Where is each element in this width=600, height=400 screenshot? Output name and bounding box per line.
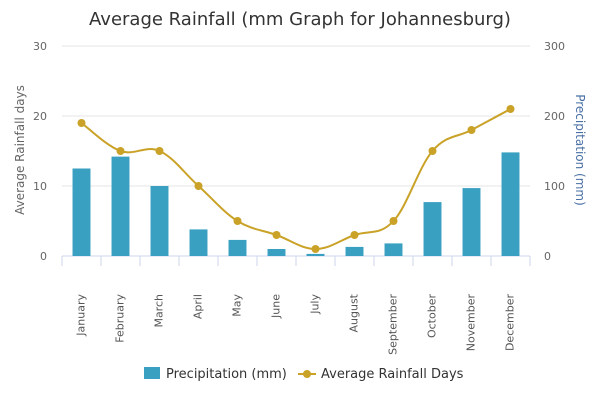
legend-rainfall-days-label[interactable]: Average Rainfall Days <box>321 367 464 382</box>
line-points <box>77 105 515 253</box>
rainfall-days-point[interactable] <box>116 147 125 155</box>
right-tick-label: 200 <box>544 110 565 123</box>
precipitation-bar[interactable] <box>267 249 286 256</box>
precipitation-bar[interactable] <box>345 246 364 256</box>
right-axis-title: Precipitation (mm) <box>573 94 587 206</box>
right-tick-label: 300 <box>544 40 565 53</box>
rainfall-days-point[interactable] <box>194 182 203 190</box>
precipitation-bar[interactable] <box>228 239 247 256</box>
precipitation-bar[interactable] <box>462 188 481 256</box>
x-tick-label: July <box>309 294 322 315</box>
legend-precipitation-label[interactable]: Precipitation (mm) <box>166 367 287 382</box>
right-tick-label: 100 <box>544 180 565 193</box>
left-tick-label: 20 <box>33 110 47 123</box>
x-tick-label: December <box>504 294 517 352</box>
rainfall-days-point[interactable] <box>428 147 437 155</box>
x-tick-label: January <box>75 294 88 337</box>
precipitation-bar[interactable] <box>423 202 442 256</box>
bars <box>72 152 520 257</box>
right-tick-label: 0 <box>544 250 551 263</box>
x-tick-label: August <box>348 293 361 332</box>
precipitation-bar[interactable] <box>150 186 169 256</box>
rainfall-days-point[interactable] <box>272 231 281 239</box>
precipitation-bar[interactable] <box>501 152 520 256</box>
x-axis: January February March April May June July Augu… <box>61 256 531 355</box>
x-tick-label: November <box>465 294 478 352</box>
left-axis-title: Average Rainfall days <box>13 85 27 215</box>
rainfall-days-point[interactable] <box>389 217 398 225</box>
left-tick-label: 0 <box>40 250 47 263</box>
rainfall-days-point[interactable] <box>467 126 476 134</box>
rainfall-days-point[interactable] <box>233 217 242 225</box>
legend[interactable]: Precipitation (mm) Average Rainfall Days <box>144 367 464 382</box>
precipitation-bar[interactable] <box>306 253 325 256</box>
rainfall-days-line <box>80 108 511 251</box>
legend-line-marker <box>303 370 311 378</box>
x-tick-label: September <box>387 294 400 355</box>
right-axis-ticks: 0 100 200 300 <box>544 40 565 263</box>
left-tick-label: 10 <box>33 180 47 193</box>
rainfall-days-point[interactable] <box>350 231 359 239</box>
chart-title: Average Rainfall (mm Graph for Johannesb… <box>89 9 511 30</box>
x-tick-label: March <box>153 294 166 328</box>
x-tick-label: February <box>114 294 127 343</box>
left-tick-label: 30 <box>33 40 47 53</box>
precipitation-bar[interactable] <box>72 168 91 257</box>
x-tick-label: June <box>270 294 283 319</box>
precipitation-bar[interactable] <box>111 156 130 256</box>
rainfall-days-point[interactable] <box>311 245 320 253</box>
x-tick-label: October <box>426 294 439 338</box>
x-tick-label: May <box>231 294 244 317</box>
precipitation-bar[interactable] <box>384 243 403 256</box>
precipitation-bar[interactable] <box>189 229 208 256</box>
rainfall-days-point[interactable] <box>77 119 86 127</box>
rainfall-days-point[interactable] <box>155 147 164 155</box>
x-tick-label: April <box>192 294 205 319</box>
left-axis-ticks: 0 10 20 30 <box>33 40 47 263</box>
rainfall-days-point[interactable] <box>506 105 515 113</box>
legend-bar-swatch <box>144 367 160 379</box>
